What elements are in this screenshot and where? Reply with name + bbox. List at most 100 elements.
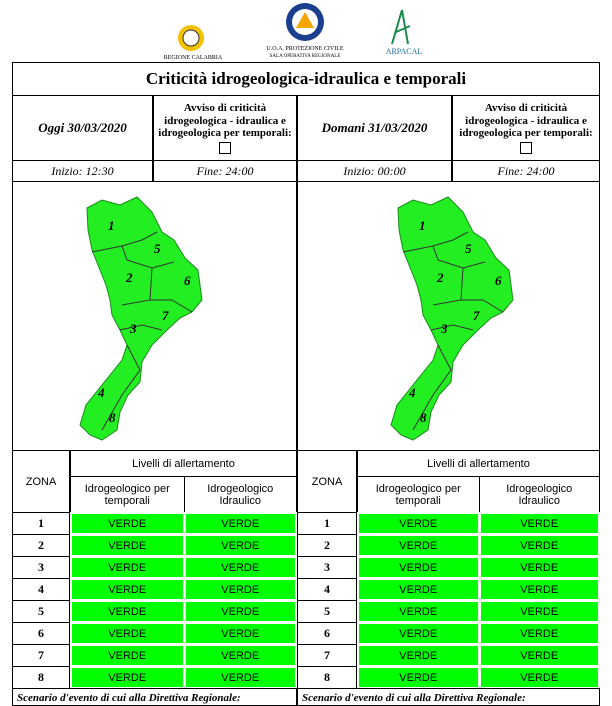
zona-cell: 2: [12, 534, 70, 557]
zone-label: 4: [97, 385, 105, 400]
level-cell: VERDE: [70, 578, 185, 601]
date: Domani 31/03/2020: [297, 95, 452, 161]
map-region: [402, 231, 504, 431]
map-region: [91, 231, 193, 431]
arpacal-logo: [391, 9, 411, 45]
column-header: Idrogeologico per temporali: [70, 476, 185, 513]
level-cell: VERDE: [70, 666, 185, 689]
zona-cell: 8: [12, 666, 70, 689]
map: 1 5 2 6 3 7 48: [79, 196, 203, 441]
level-cell: VERDE: [70, 644, 185, 667]
column-header: Idrogeologico Idraulico: [478, 476, 600, 513]
levels-header: Livelli di allertamento: [70, 450, 297, 477]
zone-label: 2: [436, 270, 444, 285]
level-cell: VERDE: [357, 600, 480, 623]
zona-cell: 4: [297, 578, 357, 601]
zone-label: 3: [129, 321, 137, 336]
levels-header: Livelli di allertamento: [357, 450, 600, 477]
level-cell: VERDE: [183, 578, 297, 601]
calabria-logo-inner: [182, 29, 200, 47]
zona-cell: 7: [12, 644, 70, 667]
level-cell: VERDE: [478, 578, 600, 601]
zona-cell: 6: [297, 622, 357, 645]
level-cell: VERDE: [357, 534, 480, 557]
level-cell: VERDE: [183, 556, 297, 579]
map-region: [390, 196, 514, 441]
map-region: [79, 196, 203, 441]
zona-cell: 3: [12, 556, 70, 579]
zone-label: 1: [108, 218, 115, 233]
zona-header: ZONA: [297, 450, 357, 513]
fine: Fine: 24:00: [452, 160, 600, 182]
zona-cell: 7: [297, 644, 357, 667]
level-cell: VERDE: [357, 556, 480, 579]
avviso-text: Avviso di criticità idrogeologica - idra…: [459, 102, 593, 140]
zona-cell: 4: [12, 578, 70, 601]
zona-header: ZONA: [12, 450, 70, 513]
fine: Fine: 24:00: [153, 160, 297, 182]
zona-cell: 6: [12, 622, 70, 645]
level-cell: VERDE: [183, 534, 297, 557]
zone-label: 3: [440, 321, 448, 336]
logo-text: REGIONE CALABRIA: [164, 55, 223, 61]
level-cell: VERDE: [478, 622, 600, 645]
level-cell: VERDE: [357, 622, 480, 645]
zone-label: 6: [184, 273, 191, 288]
zone-label: 6: [495, 273, 502, 288]
zona-cell: 8: [297, 666, 357, 689]
date: Oggi 30/03/2020: [12, 95, 153, 161]
logo-text: ARPACAL: [386, 47, 423, 56]
level-cell: VERDE: [478, 666, 600, 689]
level-cell: VERDE: [478, 644, 600, 667]
zone-label: 8: [109, 410, 116, 425]
level-cell: VERDE: [357, 578, 480, 601]
level-cell: VERDE: [70, 512, 185, 535]
zone-label: 5: [465, 241, 472, 256]
level-cell: VERDE: [183, 512, 297, 535]
zona-cell: 3: [297, 556, 357, 579]
scenario: Scenario d'evento di cui alla Direttiva …: [12, 688, 297, 706]
checkbox: [520, 141, 532, 154]
inizio: Inizio: 12:30: [12, 160, 153, 182]
level-cell: VERDE: [70, 600, 185, 623]
inizio: Inizio: 00:00: [297, 160, 452, 182]
zone-label: 7: [162, 308, 169, 323]
column-header: Idrogeologico Idraulico: [183, 476, 297, 513]
scenario: Scenario d'evento di cui alla Direttiva …: [297, 688, 600, 706]
logo-text: U.O.A. PROTEZIONE CIVILE: [266, 46, 343, 52]
zone-label: 8: [420, 410, 427, 425]
zona-cell: 2: [297, 534, 357, 557]
zone-label: 7: [473, 308, 480, 323]
zone-label: 4: [408, 385, 416, 400]
level-cell: VERDE: [183, 600, 297, 623]
pc-logo-triangle: [296, 12, 314, 28]
level-cell: VERDE: [70, 622, 185, 645]
level-cell: VERDE: [357, 512, 480, 535]
avviso-text: Avviso di criticità idrogeologica - idra…: [158, 102, 292, 140]
column-header: Idrogeologico per temporali: [357, 476, 480, 513]
zona-cell: 1: [297, 512, 357, 535]
level-cell: VERDE: [70, 534, 185, 557]
level-cell: VERDE: [357, 666, 480, 689]
level-cell: VERDE: [183, 666, 297, 689]
zona-cell: 1: [12, 512, 70, 535]
logo-bar: REGIONE CALABRIA U.O.A. PROTEZIONE CIVIL…: [164, 3, 423, 61]
zone-label: 1: [419, 218, 426, 233]
level-cell: VERDE: [478, 600, 600, 623]
map: 1 5 2 6 3 7 48: [390, 196, 514, 441]
zona-cell: 5: [297, 600, 357, 623]
zona-cell: 5: [12, 600, 70, 623]
level-cell: VERDE: [478, 534, 600, 557]
level-cell: VERDE: [478, 556, 600, 579]
level-cell: VERDE: [183, 622, 297, 645]
zone-label: 5: [154, 241, 161, 256]
avviso: Avviso di criticità idrogeologica - idra…: [153, 95, 297, 161]
checkbox: [219, 141, 231, 154]
level-cell: VERDE: [357, 644, 480, 667]
title: Criticità idrogeologica-idraulica e temp…: [12, 62, 600, 96]
logo-text: SALA OPERATIVA REGIONALE: [270, 54, 341, 59]
level-cell: VERDE: [478, 512, 600, 535]
